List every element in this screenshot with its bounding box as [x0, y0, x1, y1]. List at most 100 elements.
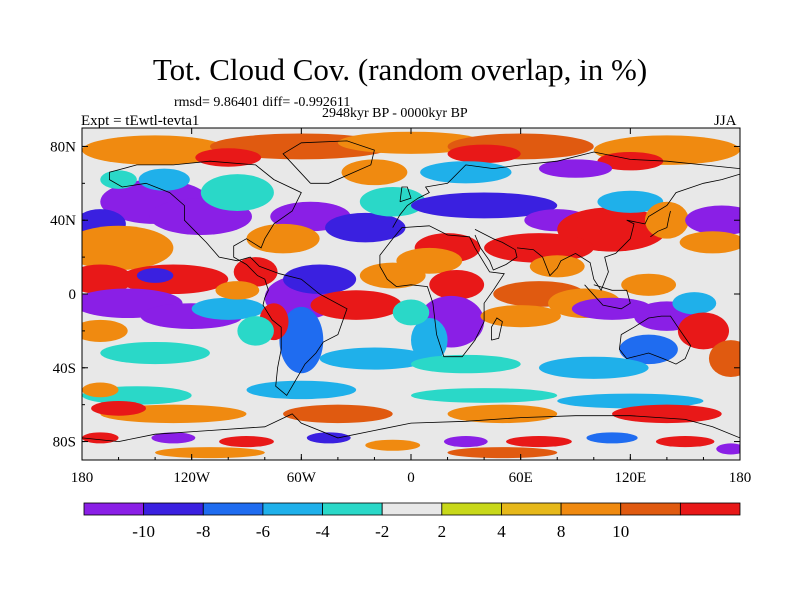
- anomaly-region: [411, 354, 521, 374]
- anomaly-region: [586, 432, 638, 444]
- colorbar-swatch: [322, 502, 383, 516]
- anomaly-region: [655, 436, 715, 448]
- coastline: [618, 315, 692, 365]
- chart-subtitle: 2948kyr BP - 0000kyr BP: [322, 106, 468, 121]
- colorbar-swatch: [202, 502, 264, 516]
- coastline: [82, 413, 740, 443]
- colorbar-swatch: [83, 502, 145, 516]
- anomaly-region: [411, 317, 448, 363]
- colorbar-swatch: [441, 502, 502, 516]
- anomaly-region: [82, 264, 134, 294]
- anomaly-region: [359, 187, 426, 217]
- anomaly-region: [396, 247, 463, 274]
- anomaly-region: [82, 225, 174, 271]
- anomaly-region: [420, 161, 512, 184]
- anomaly-region: [151, 432, 196, 444]
- anomaly-region: [365, 439, 421, 451]
- anomaly-region: [685, 205, 740, 235]
- stats-line: rmsd= 9.86401 diff= -0.992611: [174, 95, 351, 110]
- anomaly-region: [447, 447, 558, 459]
- anomaly-region: [306, 432, 351, 444]
- anomaly-region: [82, 382, 119, 398]
- coastline: [474, 229, 518, 271]
- anomaly-region: [644, 201, 689, 239]
- anomaly-region: [597, 190, 664, 213]
- anomaly-region: [82, 135, 229, 165]
- anomaly-region: [411, 192, 558, 219]
- coastline: [584, 284, 631, 310]
- anomaly-region: [672, 292, 717, 315]
- colorbar-swatch: [501, 502, 562, 516]
- y-tick-label: 40S: [53, 361, 76, 377]
- y-tick-label: 80S: [53, 435, 76, 451]
- x-tick-label: 60E: [509, 470, 533, 486]
- coastline: [516, 173, 740, 292]
- anomaly-region: [484, 233, 594, 263]
- x-tick-label: 180: [71, 470, 94, 486]
- colorbar-swatch: [143, 502, 204, 516]
- anomaly-region: [310, 290, 402, 320]
- anomaly-region: [283, 404, 393, 424]
- anomaly-region: [100, 341, 210, 365]
- anomaly-region: [597, 151, 664, 171]
- x-tick-label: 0: [407, 470, 415, 486]
- coastline: [282, 140, 375, 184]
- coastline: [650, 210, 671, 238]
- coastline: [392, 151, 740, 228]
- anomaly-region: [341, 159, 408, 186]
- x-tick-label: 60W: [287, 470, 317, 486]
- colorbar-label: 10: [612, 522, 629, 541]
- colorbar-swatch: [262, 502, 323, 516]
- coastlines: [82, 140, 740, 443]
- anomaly-region: [679, 231, 740, 254]
- anomaly-region: [411, 388, 558, 403]
- colorbar-swatch: [620, 502, 681, 516]
- colorbar-label: -10: [132, 522, 155, 541]
- anomaly-region: [325, 212, 406, 243]
- anomaly-region: [716, 443, 740, 455]
- season-label: JJA: [714, 113, 737, 129]
- anomaly-region: [443, 436, 488, 448]
- colorbar-label: -8: [196, 522, 210, 541]
- anomaly-region: [319, 347, 430, 370]
- anomaly-region: [447, 404, 558, 424]
- anomaly-region: [392, 299, 430, 326]
- x-tick-label: 120E: [614, 470, 646, 486]
- anomaly-region: [155, 447, 265, 459]
- colorbar-label: -4: [315, 522, 330, 541]
- colorbar-swatch: [381, 502, 443, 516]
- y-tick-label: 80N: [50, 139, 76, 155]
- y-tick-label: 40N: [50, 213, 76, 229]
- colorbar-label: 4: [497, 522, 506, 541]
- anomaly-region: [538, 356, 649, 379]
- anomaly-region: [233, 257, 278, 287]
- anomaly-region: [538, 159, 613, 178]
- anomaly-region: [200, 174, 274, 211]
- anomaly-region: [708, 340, 740, 377]
- anomaly-region: [429, 270, 485, 300]
- x-tick-label: 120W: [173, 470, 211, 486]
- anomaly-region: [219, 436, 274, 448]
- coastline: [399, 186, 412, 203]
- coastline: [490, 317, 503, 341]
- colorbar-label: 2: [438, 522, 447, 541]
- coastline: [379, 225, 505, 358]
- anomaly-region: [195, 148, 262, 167]
- anomaly-region: [337, 131, 485, 154]
- anomaly-region: [136, 268, 174, 283]
- anomaly-field: [82, 128, 740, 460]
- experiment-label: Expt = tEwtl-tevta1: [81, 113, 200, 129]
- x-tick-label: 180: [729, 470, 752, 486]
- anomaly-region: [571, 297, 653, 320]
- colorbar-label: 8: [557, 522, 566, 541]
- anomaly-region: [246, 223, 320, 254]
- coastline: [109, 160, 348, 397]
- colorbar-label: -6: [256, 522, 270, 541]
- chart-title: Tot. Cloud Cov. (random overlap, in %): [152, 52, 648, 87]
- anomaly-region: [621, 273, 677, 296]
- colorbar-label: -2: [375, 522, 389, 541]
- colorbar-swatch: [560, 502, 622, 516]
- anomaly-region: [612, 404, 722, 424]
